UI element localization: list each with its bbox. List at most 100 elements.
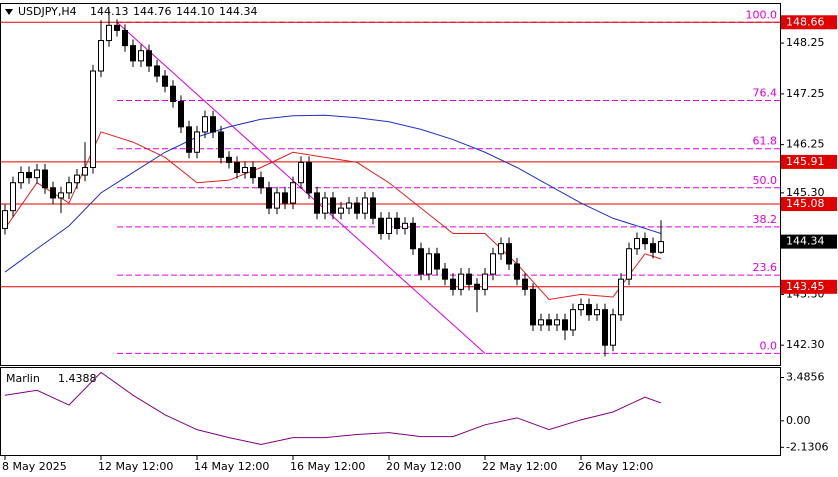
candle-body (266, 187, 272, 209)
candle-body (442, 268, 448, 280)
indicator-value: 1.4388 (58, 372, 97, 385)
x-tick-label: 22 May 12:00 (482, 460, 557, 473)
candle-body (170, 85, 176, 102)
y-tick-label: 146.25 (786, 138, 825, 151)
candle-body (482, 273, 488, 290)
current-price-label: 144.34 (786, 235, 825, 248)
candle-body (106, 24, 112, 42)
candle-body (658, 241, 664, 253)
candle-body (458, 273, 464, 290)
candle-body (298, 161, 304, 184)
candle-body (362, 197, 368, 214)
fibo-label: 76.4 (753, 86, 778, 99)
x-tick-label: 12 May 12:00 (98, 460, 173, 473)
candle-body (434, 253, 440, 270)
price-level-label: 145.91 (786, 155, 825, 168)
candle-body (322, 197, 328, 214)
candle-body (290, 182, 296, 204)
candle-body (338, 207, 344, 214)
fibo-label: 100.0 (746, 8, 778, 21)
indicator-tick-label: 0.00 (786, 414, 811, 427)
candle-body (594, 309, 600, 316)
candle-body (586, 304, 592, 316)
candle-body (554, 319, 560, 326)
indicator-panel (0, 367, 781, 456)
candle-body (178, 100, 184, 128)
candle-body (218, 131, 224, 158)
candle-body (258, 177, 264, 189)
candle-body (418, 248, 424, 275)
candle-body (98, 40, 104, 72)
candle-body (498, 243, 504, 255)
y-tick-label: 142.30 (786, 338, 825, 351)
indicator-tick-label: 3.4856 (786, 371, 825, 384)
menu-icon[interactable] (5, 9, 13, 15)
candle-body (274, 192, 280, 209)
candle-body (34, 169, 40, 179)
candle-body (626, 248, 632, 280)
candle-body (154, 65, 160, 77)
candle-body (194, 131, 200, 153)
y-tick-label: 145.30 (786, 186, 825, 199)
candle-body (642, 238, 648, 245)
candle-body (162, 75, 168, 87)
y-tick-label: 147.25 (786, 87, 825, 100)
candle-body (602, 309, 608, 346)
candle-body (578, 304, 584, 311)
candle-body (450, 278, 456, 290)
header-high: 144.76 (133, 5, 172, 18)
candle-body (354, 202, 360, 214)
x-tick-label: 16 May 12:00 (290, 460, 365, 473)
candle-body (66, 182, 72, 194)
candle-body (386, 217, 392, 234)
candle-body (474, 283, 480, 290)
candle-body (546, 319, 552, 326)
candle-body (538, 319, 544, 326)
price-level-label: 145.08 (786, 197, 825, 210)
candle-body (122, 29, 128, 47)
candle-body (250, 166, 256, 179)
fibo-label: 38.2 (753, 213, 778, 226)
candle-body (522, 278, 528, 290)
candle-body (226, 156, 232, 163)
fibo-label: 50.0 (753, 174, 778, 187)
fibo-label: 61.8 (753, 135, 778, 148)
price-level-box (781, 15, 837, 30)
candle-body (490, 253, 496, 275)
header-close: 144.34 (219, 5, 258, 18)
candle-body (330, 197, 336, 214)
candle-body (146, 50, 152, 67)
candle-body (514, 263, 520, 280)
candle-body (50, 187, 56, 199)
x-tick-label: 20 May 12:00 (386, 460, 461, 473)
candle-body (562, 319, 568, 331)
indicator-tick-label: -2.1306 (786, 440, 828, 453)
candle-body (466, 273, 472, 285)
candle-body (202, 116, 208, 133)
moving-average (4, 131, 662, 301)
candle-body (242, 166, 248, 174)
fibo-label: 23.6 (753, 261, 778, 274)
candle-body (530, 288, 536, 326)
price-level-label: 143.45 (786, 280, 825, 293)
indicator-line (4, 371, 662, 445)
candle-body (26, 172, 32, 179)
candle-body (186, 126, 192, 153)
candle-body (506, 243, 512, 265)
candle-body (410, 222, 416, 250)
current-price-box (781, 234, 837, 249)
candle-body (82, 166, 88, 176)
price-level-label: 148.66 (786, 15, 825, 28)
candle-body (370, 197, 376, 219)
candle-body (90, 70, 96, 168)
candle-body (138, 50, 144, 62)
candle-body (426, 253, 432, 275)
candle-body (18, 172, 24, 184)
candle-body (130, 45, 136, 62)
candle-body (42, 169, 48, 189)
symbol: USDJPY,H4 (18, 5, 77, 18)
candle-body (634, 238, 640, 250)
candle-body (306, 161, 312, 194)
x-tick-label: 14 May 12:00 (194, 460, 269, 473)
